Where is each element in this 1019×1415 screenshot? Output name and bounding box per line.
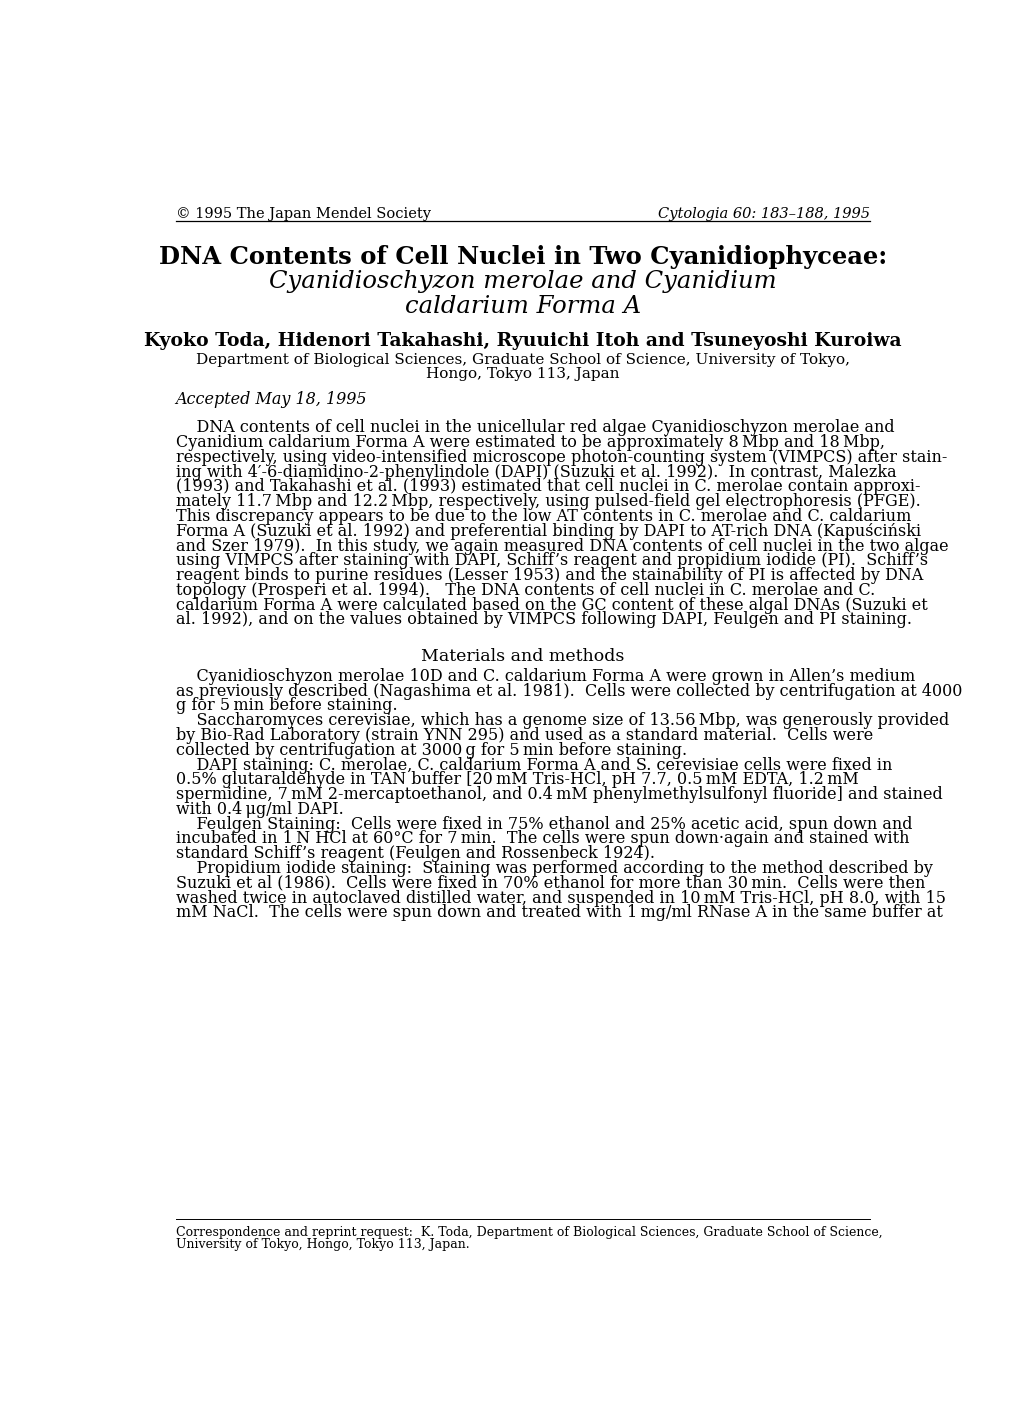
Text: DAPI staining: C. merolae, C. caldarium Forma A and S. cerevisiae cells were fix: DAPI staining: C. merolae, C. caldarium … — [175, 757, 891, 774]
Text: using VIMPCS after staining with DAPI, Schiff’s reagent and propidium iodide (PI: using VIMPCS after staining with DAPI, S… — [175, 552, 926, 569]
Text: Cyanidioschyzon merolae 10D and C. caldarium Forma A were grown in Allen’s mediu: Cyanidioschyzon merolae 10D and C. calda… — [175, 668, 914, 685]
Text: DNA contents of cell nuclei in the unicellular red algae Cyanidioschyzon merolae: DNA contents of cell nuclei in the unice… — [175, 419, 894, 436]
Text: Suzuki et al (1986).  Cells were fixed in 70% ethanol for more than 30 min.  Cel: Suzuki et al (1986). Cells were fixed in… — [175, 874, 924, 891]
Text: University of Tokyo, Hongo, Tokyo 113, Japan.: University of Tokyo, Hongo, Tokyo 113, J… — [175, 1238, 469, 1251]
Text: © 1995 The Japan Mendel Society: © 1995 The Japan Mendel Society — [175, 207, 430, 221]
Text: 0.5% glutaraldehyde in TAN buffer [20 mM Tris-HCl, pH 7.7, 0.5 mM EDTA, 1.2 mM: 0.5% glutaraldehyde in TAN buffer [20 mM… — [175, 771, 857, 788]
Text: incubated in 1 N HCl at 60°C for 7 min.  The cells were spun down·again and stai: incubated in 1 N HCl at 60°C for 7 min. … — [175, 831, 908, 848]
Text: Kyoko Toda, Hidenori Takahashi, Ryuuichi Itoh and Tsuneyoshi Kuroiwa: Kyoko Toda, Hidenori Takahashi, Ryuuichi… — [144, 331, 901, 350]
Text: topology (Prosperi et al. 1994).   The DNA contents of cell nuclei in C. merolae: topology (Prosperi et al. 1994). The DNA… — [175, 582, 874, 599]
Text: ing with 4′-6-diamidino-2-phenylindole (DAPI) (Suzuki et al. 1992).  In contrast: ing with 4′-6-diamidino-2-phenylindole (… — [175, 464, 896, 481]
Text: DNA Contents of Cell Nuclei in Two Cyanidiophyceae:: DNA Contents of Cell Nuclei in Two Cyani… — [159, 245, 886, 269]
Text: caldarium Forma A were calculated based on the GC content of these algal DNAs (S: caldarium Forma A were calculated based … — [175, 597, 926, 614]
Text: (1993) and Takahashi et al. (1993) estimated that cell nuclei in C. merolae cont: (1993) and Takahashi et al. (1993) estim… — [175, 478, 919, 495]
Text: g for 5 min before staining.: g for 5 min before staining. — [175, 698, 396, 715]
Text: as previously described (Nagashima et al. 1981).  Cells were collected by centri: as previously described (Nagashima et al… — [175, 682, 961, 699]
Text: mM NaCl.  The cells were spun down and treated with 1 mg/ml RNase A in the same : mM NaCl. The cells were spun down and tr… — [175, 904, 942, 921]
Text: This discrepancy appears to be due to the low AT contents in C. merolae and C. c: This discrepancy appears to be due to th… — [175, 508, 910, 525]
Text: Cyanidium caldarium Forma A were estimated to be approximately 8 Mbp and 18 Mbp,: Cyanidium caldarium Forma A were estimat… — [175, 434, 883, 451]
Text: Saccharomyces cerevisiae, which has a genome size of 13.56 Mbp, was generously p: Saccharomyces cerevisiae, which has a ge… — [175, 712, 948, 729]
Text: Materials and methods: Materials and methods — [421, 648, 624, 665]
Text: by Bio-Rad Laboratory (strain YNN 295) and used as a standard material.  Cells w: by Bio-Rad Laboratory (strain YNN 295) a… — [175, 727, 872, 744]
Text: standard Schiff’s reagent (Feulgen and Rossenbeck 1924).: standard Schiff’s reagent (Feulgen and R… — [175, 845, 654, 862]
Text: and Szer 1979).  In this study, we again measured DNA contents of cell nuclei in: and Szer 1979). In this study, we again … — [175, 538, 948, 555]
Text: Cytologia 60: 183–188, 1995: Cytologia 60: 183–188, 1995 — [657, 207, 869, 221]
Text: Department of Biological Sciences, Graduate School of Science, University of Tok: Department of Biological Sciences, Gradu… — [196, 354, 849, 366]
Text: spermidine, 7 mM 2-mercaptoethanol, and 0.4 mM phenylmethylsulfonyl fluoride] an: spermidine, 7 mM 2-mercaptoethanol, and … — [175, 787, 942, 804]
Text: Accepted May 18, 1995: Accepted May 18, 1995 — [175, 391, 367, 408]
Text: Forma A (Suzuki et al. 1992) and preferential binding by DAPI to AT-rich DNA (Ka: Forma A (Suzuki et al. 1992) and prefere… — [175, 522, 920, 539]
Text: mately 11.7 Mbp and 12.2 Mbp, respectively, using pulsed-field gel electrophores: mately 11.7 Mbp and 12.2 Mbp, respective… — [175, 494, 919, 511]
Text: washed twice in autoclaved distilled water, and suspended in 10 mM Tris-HCl, pH : washed twice in autoclaved distilled wat… — [175, 890, 945, 907]
Text: collected by centrifugation at 3000 g for 5 min before staining.: collected by centrifugation at 3000 g fo… — [175, 741, 686, 758]
Text: reagent binds to purine residues (Lesser 1953) and the stainability of PI is aff: reagent binds to purine residues (Lesser… — [175, 567, 922, 584]
Text: Correspondence and reprint request:  K. Toda, Department of Biological Sciences,: Correspondence and reprint request: K. T… — [175, 1227, 881, 1240]
Text: Propidium iodide staining:  Staining was performed according to the method descr: Propidium iodide staining: Staining was … — [175, 860, 931, 877]
Text: al. 1992), and on the values obtained by VIMPCS following DAPI, Feulgen and PI s: al. 1992), and on the values obtained by… — [175, 611, 911, 628]
Text: Cyanidioschyzon merolae and Cyanidium: Cyanidioschyzon merolae and Cyanidium — [269, 270, 775, 293]
Text: caldarium Forma A: caldarium Forma A — [405, 294, 640, 317]
Text: respectively, using video-intensified microscope photon-counting system (VIMPCS): respectively, using video-intensified mi… — [175, 449, 946, 466]
Text: Feulgen Staining:  Cells were fixed in 75% ethanol and 25% acetic acid, spun dow: Feulgen Staining: Cells were fixed in 75… — [175, 815, 911, 832]
Text: with 0.4 μg/ml DAPI.: with 0.4 μg/ml DAPI. — [175, 801, 343, 818]
Text: Hongo, Tokyo 113, Japan: Hongo, Tokyo 113, Japan — [426, 366, 619, 381]
